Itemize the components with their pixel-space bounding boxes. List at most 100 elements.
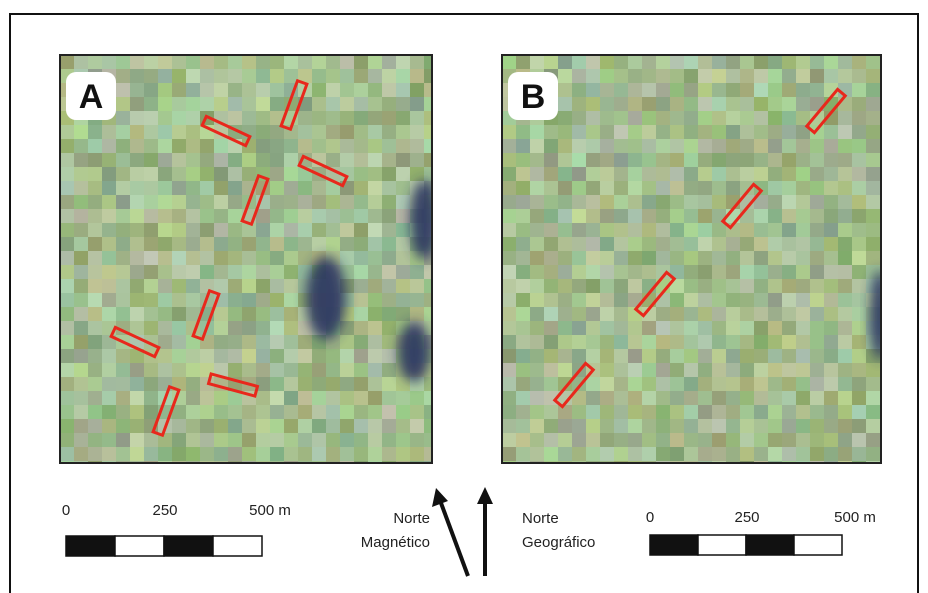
- pixel: [698, 195, 712, 209]
- pixel: [214, 139, 228, 153]
- pixel: [200, 447, 214, 461]
- pixel: [600, 307, 614, 321]
- dark-patch: [410, 180, 438, 260]
- pixel: [824, 167, 838, 181]
- pixel: [530, 167, 544, 181]
- pixel: [186, 69, 200, 83]
- pixel: [172, 363, 186, 377]
- pixel: [88, 321, 102, 335]
- pixel: [698, 349, 712, 363]
- pixel: [284, 307, 298, 321]
- pixel: [642, 153, 656, 167]
- pixel: [754, 83, 768, 97]
- pixel: [102, 363, 116, 377]
- pixel: [684, 251, 698, 265]
- pixel: [214, 153, 228, 167]
- pixel: [158, 223, 172, 237]
- pixel: [284, 181, 298, 195]
- pixel: [354, 405, 368, 419]
- pixel: [754, 321, 768, 335]
- pixel: [796, 321, 810, 335]
- pixel: [600, 237, 614, 251]
- pixel: [228, 335, 242, 349]
- pixel: [698, 433, 712, 447]
- pixel: [144, 209, 158, 223]
- pixel: [88, 335, 102, 349]
- pixel: [810, 279, 824, 293]
- pixel: [628, 111, 642, 125]
- pixel: [144, 55, 158, 69]
- pixel: [726, 279, 740, 293]
- pixel: [102, 391, 116, 405]
- pixel: [726, 83, 740, 97]
- pixel: [502, 447, 516, 461]
- pixel: [368, 167, 382, 181]
- pixel: [214, 279, 228, 293]
- pixel: [116, 363, 130, 377]
- pixel: [186, 265, 200, 279]
- pixel: [284, 335, 298, 349]
- pixel: [768, 69, 782, 83]
- pixel: [60, 181, 74, 195]
- pixel: [558, 279, 572, 293]
- pixel: [102, 433, 116, 447]
- pixel: [340, 321, 354, 335]
- pixel: [396, 125, 410, 139]
- pixel: [228, 181, 242, 195]
- pixel: [326, 195, 340, 209]
- pixel: [60, 195, 74, 209]
- pixel: [586, 195, 600, 209]
- pixel: [726, 391, 740, 405]
- pixel: [712, 293, 726, 307]
- pixel: [354, 237, 368, 251]
- pixel: [754, 167, 768, 181]
- pixel: [326, 69, 340, 83]
- pixel: [628, 69, 642, 83]
- pixel: [810, 307, 824, 321]
- pixel: [284, 139, 298, 153]
- pixel: [516, 335, 530, 349]
- pixel: [242, 265, 256, 279]
- pixel: [628, 209, 642, 223]
- pixel: [502, 209, 516, 223]
- pixel: [670, 335, 684, 349]
- pixel: [186, 251, 200, 265]
- pixel: [810, 265, 824, 279]
- pixel: [782, 209, 796, 223]
- pixel: [228, 153, 242, 167]
- pixel: [242, 433, 256, 447]
- pixel: [102, 125, 116, 139]
- pixel: [656, 405, 670, 419]
- pixel: [200, 195, 214, 209]
- pixel: [516, 293, 530, 307]
- pixel: [614, 223, 628, 237]
- pixel: [684, 209, 698, 223]
- pixel: [600, 153, 614, 167]
- pixel: [698, 335, 712, 349]
- pixel: [670, 55, 684, 69]
- pixel: [74, 237, 88, 251]
- pixel: [796, 447, 810, 461]
- pixel: [60, 419, 74, 433]
- pixel: [326, 223, 340, 237]
- pixel: [852, 237, 866, 251]
- pixel: [172, 447, 186, 461]
- pixel: [340, 83, 354, 97]
- pixel: [740, 335, 754, 349]
- pixel: [312, 55, 326, 69]
- pixel: [810, 139, 824, 153]
- pixel: [656, 237, 670, 251]
- pixel: [74, 279, 88, 293]
- pixel: [200, 223, 214, 237]
- pixel: [740, 83, 754, 97]
- pixel: [726, 181, 740, 195]
- pixel: [228, 167, 242, 181]
- pixel: [270, 209, 284, 223]
- pixel: [530, 209, 544, 223]
- pixel: [88, 209, 102, 223]
- pixel: [754, 265, 768, 279]
- pixel: [214, 251, 228, 265]
- pixel: [628, 83, 642, 97]
- pixel: [102, 447, 116, 461]
- pixel: [684, 139, 698, 153]
